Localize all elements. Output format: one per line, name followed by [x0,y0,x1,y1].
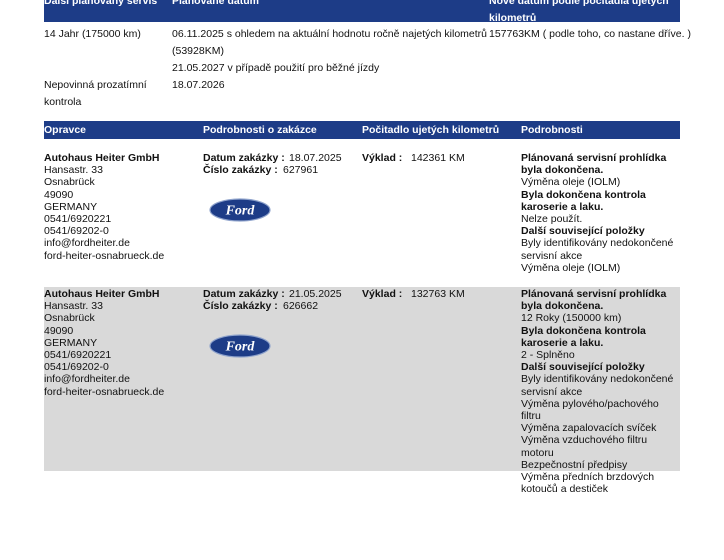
detail-line: Byly identifikovány nedokončené servisní… [521,237,674,262]
dealer-line: Hansastr. 33 [44,300,103,313]
detail-line: Byla dokončena kontrola karoserie a laku… [521,188,646,213]
logo-oval [209,198,271,222]
ford-logo: Ford [209,334,271,358]
order-date: 21.05.2025 [289,288,342,300]
plan-cell: 21.05.2027 v případě použití pro běžné j… [172,62,380,74]
header-cell: Nové datum podle počitadla ujetých kilom… [489,0,669,24]
dealer-line: 0541/6920221 [44,349,112,361]
label: Výklad : [362,152,403,164]
label: Výklad : [362,288,403,300]
header-cell: Plánované datum [172,0,259,7]
logo-text: Ford [225,204,256,219]
detail-line: Výměna vzduchového filtru motoru [521,434,648,459]
detail-line: Plánovaná servisní prohlídka byla dokonč… [521,288,667,313]
logo-text: Ford [225,340,256,355]
header-cell: Podrobnosti o zakázce [203,124,317,136]
logo-oval [209,334,271,358]
dealer-line: Osnabrück [44,176,95,189]
ford-logo: Ford [209,198,271,222]
plan-cell: 18.07.2026 [172,79,225,91]
detail-line: Plánovaná servisní prohlídka byla dokonč… [521,152,667,177]
dealer-line: info@fordheiter.de [44,373,130,386]
detail-line: Bezpečnostní předpisy [521,458,628,471]
details: Plánovaná servisní prohlídka byla dokonč… [521,152,681,274]
detail-line: Nelze použít. [521,213,583,226]
detail-line: Výměna pylového/pachového filtru [521,397,659,423]
plan-cell: 06.11.2025 s ohledem na aktuální hodnotu… [172,28,488,40]
dealer-line: GERMANY [44,336,98,349]
details: Plánovaná servisní prohlídka byla dokonč… [521,288,681,495]
detail-line: Výměna zapalovacích svíček [521,422,657,435]
dealer-line: GERMANY [44,200,98,213]
mileage: 132763 KM [411,288,465,300]
label: Číslo zakázky : [203,300,278,312]
plan-cell: Nepovinná prozatímní [44,79,147,91]
detail-line: Byla dokončena kontrola karoserie a laku… [521,324,646,349]
dealer-line: Autohaus Heiter GmbH [44,288,160,300]
detail-line: Výměna předních brzdových kotoučů a dest… [521,471,655,496]
dealer-line: info@fordheiter.de [44,237,130,250]
plan-cell: 14 Jahr (175000 km) [44,28,141,40]
header-cell: Podrobnosti [521,124,583,136]
dealer-line: Hansastr. 33 [44,164,103,177]
dealer-line: 49090 [44,188,74,201]
detail-line: 12 Roky (150000 km) [521,312,622,325]
dealer-line: 49090 [44,324,74,337]
order-date: 18.07.2025 [289,152,342,164]
plan-cell: 157763KM ( podle toho, co nastane dříve.… [489,28,691,40]
dealer-line: ford-heiter-osnabrueck.de [44,249,165,262]
label: Datum zakázky : [203,152,285,164]
history-header-bar [44,121,680,139]
order-number: 626662 [283,300,319,312]
dealer-line: 0541/69202-0 [44,361,109,374]
plan-cell: kontrola [44,96,82,108]
detail-line: Byly identifikovány nedokončené servisní… [521,373,674,398]
detail-line: Výměna oleje (IOLM) [521,176,621,189]
detail-line: 2 - Splněno [521,349,575,362]
detail-line: Další související položky [521,361,645,374]
plan-header-bar [44,0,680,22]
label: Datum zakázky : [203,288,285,300]
dealer-line: 0541/69202-0 [44,225,109,238]
order-number: 627961 [283,164,319,176]
header-cell: Počitadlo ujetých kilometrů [362,124,500,136]
dealer-line: ford-heiter-osnabrueck.de [44,385,165,398]
header-cell: Opravce [44,124,87,136]
dealer-line: 0541/6920221 [44,213,112,225]
detail-line: Výměna oleje (IOLM) [521,261,621,274]
row-background [44,287,680,471]
detail-line: Další související položky [521,225,645,238]
header-cell: Další plánovaný servis [44,0,158,7]
dealer-line: Osnabrück [44,312,95,325]
mileage: 142361 KM [411,152,465,164]
dealer-line: Autohaus Heiter GmbH [44,152,160,164]
label: Číslo zakázky : [203,164,278,176]
plan-cell: (53928KM) [172,45,224,57]
